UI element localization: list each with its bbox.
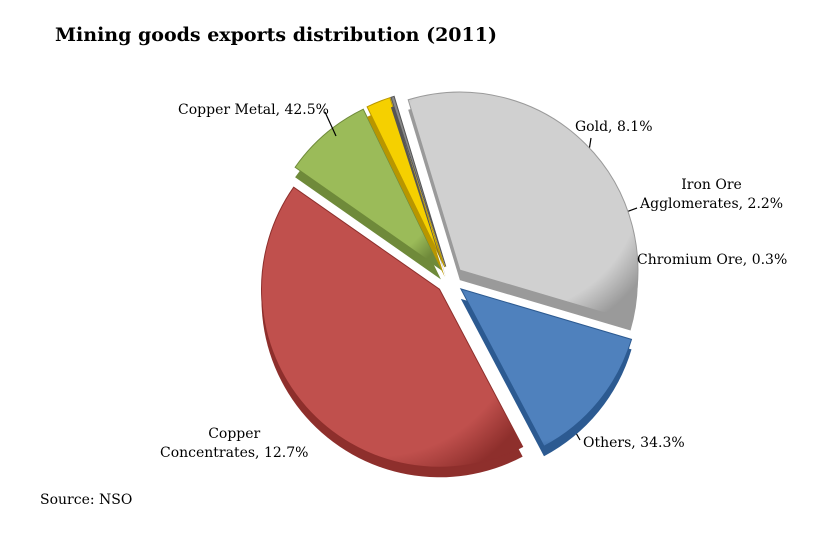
pie-slice-others	[407, 91, 639, 322]
chart-title: Mining goods exports distribution (2011)	[55, 24, 497, 46]
slice-label-copper-concentrates: Copper Concentrates, 12.7%	[160, 425, 308, 463]
slice-label-copper-metal: Copper Metal, 42.5%	[178, 101, 329, 120]
source-note: Source: NSO	[40, 492, 133, 508]
slice-label-line: Gold, 8.1%	[575, 119, 653, 135]
slice-label-iron-ore-agglomerates: Iron Ore Agglomerates, 2.2%	[640, 176, 783, 214]
pie-slice-edge	[390, 106, 446, 277]
slice-label-line: Chromium Ore, 0.3%	[637, 252, 788, 268]
slice-label-chromium-ore: Chromium Ore, 0.3%	[637, 251, 787, 270]
pie-slice-copper-metal	[261, 186, 524, 468]
pie-slice-copper-concentrates	[459, 288, 633, 447]
slice-label-line: Iron Ore	[681, 177, 742, 193]
slice-label-line: Copper	[208, 426, 261, 442]
slice-label-gold: Gold, 8.1%	[575, 118, 653, 137]
slice-label-line: Agglomerates, 2.2%	[640, 196, 784, 212]
pie-slice-edge	[367, 107, 445, 278]
slice-label-line: Others, 34.3%	[583, 435, 685, 451]
pie-slice-iron-ore-agglomerates	[366, 97, 446, 268]
leader-line	[324, 111, 337, 137]
slice-label-line: Concentrates, 12.7%	[160, 445, 309, 461]
slice-label-others: Others, 34.3%	[583, 434, 685, 453]
pie-slice-gold	[294, 108, 443, 271]
slice-label-line: Copper Metal, 42.5%	[178, 102, 329, 118]
pie-slice-chromium-ore	[390, 95, 447, 267]
